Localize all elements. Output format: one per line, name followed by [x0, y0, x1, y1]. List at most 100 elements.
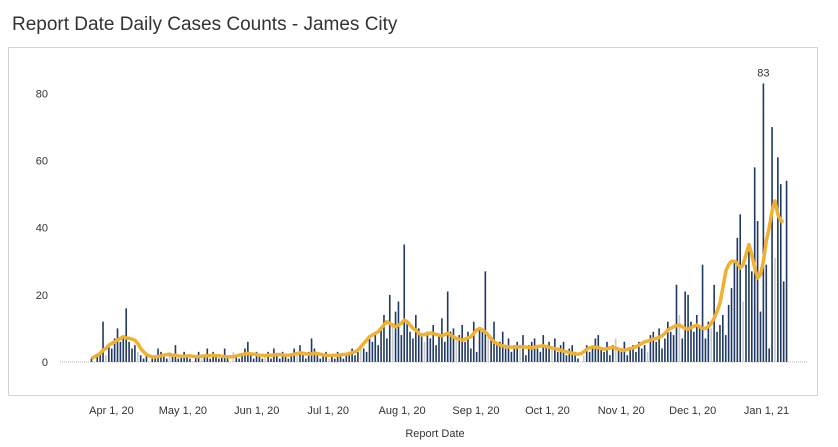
case-bar	[322, 355, 324, 362]
case-bar	[302, 355, 304, 362]
case-bar	[276, 355, 278, 362]
x-tick-label: Jun 1, 20	[234, 405, 279, 417]
case-bar	[348, 351, 351, 362]
case-bar	[695, 314, 698, 362]
case-bar	[504, 348, 507, 362]
case-bar	[724, 335, 727, 362]
case-bar	[499, 341, 501, 362]
case-bar	[742, 301, 744, 362]
case-bar	[519, 348, 521, 362]
case-bar	[238, 358, 240, 362]
case-bar	[168, 351, 171, 362]
case-bar	[594, 338, 597, 362]
case-bar	[328, 358, 330, 362]
case-bar	[357, 351, 359, 362]
x-tick-label: Sep 1, 20	[452, 405, 499, 417]
x-axis: Apr 1, 20 May 1, 20 Jun 1, 20 Jul 1, 20 Aug …	[89, 405, 789, 417]
case-bar	[704, 338, 707, 362]
case-bar	[261, 358, 264, 362]
case-bar	[667, 321, 669, 362]
case-bar	[278, 358, 281, 362]
case-bar	[131, 348, 133, 362]
case-bar	[565, 355, 568, 362]
case-bar	[669, 331, 672, 362]
case-bar	[629, 348, 631, 362]
daily-case-bars	[90, 83, 788, 362]
case-bar	[403, 244, 406, 362]
case-bar	[768, 348, 770, 362]
case-bar	[585, 345, 588, 362]
case-bar	[420, 335, 423, 362]
case-bar	[333, 358, 336, 362]
case-bar	[200, 358, 203, 362]
case-bar	[722, 314, 724, 362]
case-bar	[640, 348, 643, 362]
case-bar	[678, 314, 681, 362]
case-bar	[102, 321, 104, 362]
case-bar	[655, 341, 658, 362]
case-bar	[151, 358, 154, 362]
case-bar	[446, 291, 449, 362]
case-bar	[258, 355, 261, 362]
case-bar	[614, 338, 617, 362]
case-bar	[331, 355, 333, 362]
case-bar	[284, 355, 287, 362]
case-bar	[406, 321, 408, 362]
case-bar	[165, 358, 168, 362]
case-bar	[139, 355, 142, 362]
case-bar	[310, 338, 313, 362]
case-bar	[470, 348, 472, 362]
case-bar	[771, 127, 773, 362]
x-tick-label: Oct 1, 20	[525, 405, 570, 417]
case-bar	[617, 348, 620, 362]
case-bar	[339, 355, 342, 362]
case-bar	[435, 345, 437, 362]
case-bar	[681, 338, 684, 362]
case-bar	[762, 83, 765, 362]
case-bar	[429, 338, 432, 362]
case-bar	[391, 325, 394, 362]
case-bar	[362, 348, 365, 362]
case-bar	[134, 345, 136, 362]
case-bar	[449, 331, 452, 362]
case-bar	[443, 341, 446, 362]
y-tick-label: 60	[36, 156, 48, 168]
case-bar	[163, 355, 165, 362]
case-bar	[675, 284, 678, 362]
case-bar	[710, 328, 713, 362]
case-bar	[461, 325, 463, 362]
case-bar	[626, 355, 629, 362]
case-bar	[530, 341, 533, 362]
case-bar	[713, 284, 715, 362]
case-bar	[588, 351, 591, 362]
case-bar	[730, 288, 733, 362]
case-bar	[551, 348, 553, 362]
case-bar	[296, 351, 298, 362]
case-bar	[782, 281, 785, 362]
case-bar	[525, 355, 527, 362]
case-bar	[255, 351, 258, 362]
case-bar	[252, 358, 255, 362]
case-bar	[90, 358, 93, 362]
case-bar	[290, 355, 293, 362]
case-bar	[478, 328, 481, 362]
case-bar	[128, 341, 130, 362]
chart-frame	[8, 47, 818, 396]
case-bar	[611, 345, 614, 362]
case-bar	[218, 358, 220, 362]
case-bar	[464, 341, 466, 362]
x-tick-label: Aug 1, 20	[379, 405, 426, 417]
case-bar	[751, 271, 753, 362]
case-bar	[513, 345, 516, 362]
y-tick-label: 20	[36, 290, 48, 302]
case-bar	[527, 345, 530, 362]
case-bar	[609, 355, 611, 362]
case-bar	[351, 348, 353, 362]
case-bar	[739, 214, 742, 362]
case-bar	[119, 341, 122, 362]
case-bar	[672, 335, 675, 362]
case-bar	[516, 341, 518, 362]
case-bar	[658, 328, 660, 362]
case-bar	[510, 351, 513, 362]
